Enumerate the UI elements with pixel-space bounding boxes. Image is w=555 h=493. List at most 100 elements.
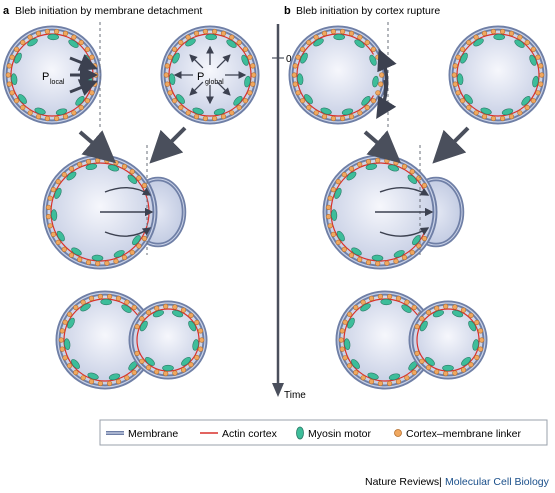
cell-b-bottom-left-cytoplasm [338,293,432,387]
cortex-membrane-linker [325,204,332,210]
myosin-motor [493,33,505,41]
cortex-membrane-linker [342,319,348,325]
cortex-membrane-linker [229,34,235,40]
cortex-membrane-linker [466,39,472,46]
myosin-motor [162,364,174,372]
cortex-membrane-linker [58,337,64,343]
cortex-membrane-linker [139,316,145,322]
credit-publisher: Nature Reviews [365,476,439,488]
arrow-b-right [432,126,470,164]
myosin-motor [330,209,338,221]
p-global-arrow [189,54,204,69]
myosin-motor [34,107,46,115]
cortex-membrane-linker [292,81,298,87]
cortex-membrane-linker [95,261,101,267]
cortex-membrane-linker [292,63,298,69]
cortex-membrane-linker [9,54,15,60]
cortex-membrane-linker [538,63,544,69]
cortex-membrane-linker [538,81,544,87]
cell-a-top-right-membrane-inner [162,27,258,123]
cell-a-bottom-right-membrane-inner [130,302,206,378]
cortex-membrane-linker [500,28,506,35]
cortex-membrane-linker [80,375,86,381]
cortex-membrane-linker [375,261,381,267]
cortex-membrane-linker [124,375,130,381]
cortex-membrane-linker [330,231,337,237]
cortex-membrane-linker [481,113,488,120]
myosin-motor [226,39,237,48]
cortex-membrane-linker [53,28,60,35]
myosin-motor [64,338,71,350]
cortex-membrane-linker [452,304,458,310]
cortex-membrane-linker [306,39,312,46]
myosin-motor [461,356,471,366]
myosin-motor [532,75,539,88]
cell-a-top-left [2,25,102,125]
cortex-membrane-linker [375,54,381,60]
cortex-membrane-linker [378,63,384,69]
cells-layer [2,25,548,390]
cortex-membrane-linker [185,110,191,116]
cortex-membrane-linker [88,295,95,302]
myosin-motor [464,94,473,104]
credit-separator: | [439,476,442,488]
legend-actin-label: Actin cortex [222,428,278,440]
cortex-membrane-linker [524,39,530,46]
cortex-membrane-linker [193,30,200,37]
time-axis: 0 Time [272,24,306,401]
cortex-membrane-linker [387,293,393,300]
cortex-membrane-linker [197,346,204,352]
myosin-motor [473,38,484,47]
arrow-b-left [363,130,402,164]
cortex-membrane-linker [348,30,355,37]
cortex-membrane-linker [455,54,461,60]
cortex-membrane-linker [129,249,135,255]
cortex-membrane-linker [77,256,83,263]
myosin-motor [100,298,112,306]
cortex-membrane-linker [80,299,86,305]
myosin-motor [501,108,514,116]
cortex-membrane-linker [129,169,135,175]
myosin-motor [152,310,164,318]
cortex-membrane-linker [291,72,297,78]
cortex-membrane-linker [121,163,128,170]
myosin-motor [372,75,379,88]
cortex-membrane-linker [530,98,537,104]
cortex-membrane-linker [136,175,142,181]
cortex-membrane-linker [474,354,480,361]
cortex-membrane-linker [131,304,137,311]
myosin-motor [127,174,137,184]
myosin-motor [351,247,362,256]
cortex-membrane-linker [409,249,415,255]
cortex-membrane-linker [220,30,227,37]
cortex-membrane-linker [78,104,84,111]
cortex-membrane-linker [50,187,57,193]
cortex-membrane-linker [524,104,530,111]
cortex-membrane-linker [387,380,393,387]
cortex-membrane-linker [460,46,466,52]
cell-b-middle-actin-cortex [330,162,427,262]
cortex-membrane-linker [106,380,113,387]
cortex-membrane-linker [84,98,90,104]
cortex-membrane-linker [188,362,194,368]
rupture-arrows [376,48,397,119]
cortex-membrane-linker [416,243,422,249]
cortex-membrane-linker [426,309,432,316]
cortex-membrane-linker [404,299,410,305]
cortex-membrane-linker [44,115,51,122]
myosin-motor [361,96,371,106]
myosin-motor [188,320,197,332]
cortex-membrane-linker [468,312,474,319]
myosin-motor [172,52,180,64]
cortex-membrane-linker [395,379,402,385]
myosin-motor [121,304,132,313]
cortex-membrane-linker [172,304,178,310]
cortex-membrane-linker [477,328,484,334]
cell-b-top-right [448,25,548,125]
cortex-membrane-linker [77,161,83,168]
flow-arrow-b-3 [379,227,430,237]
myosin-motor [108,373,121,381]
cortex-membrane-linker [66,311,73,317]
cortex-membrane-linker [508,30,515,37]
